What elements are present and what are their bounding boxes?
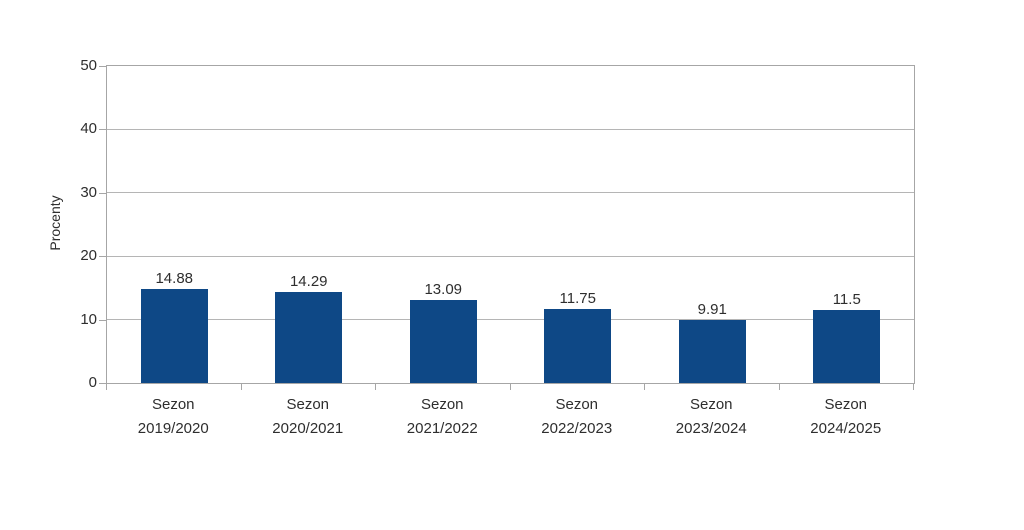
y-axis-title: Procenty bbox=[47, 195, 63, 251]
x-tick-mark bbox=[241, 384, 242, 390]
x-tick-mark bbox=[510, 384, 511, 390]
gridline bbox=[107, 319, 914, 321]
bar bbox=[140, 288, 208, 383]
category-label-line: 2021/2022 bbox=[406, 420, 478, 437]
category-label-line: 2022/2023 bbox=[541, 420, 613, 437]
x-tick-mark bbox=[106, 384, 107, 390]
bar bbox=[813, 310, 881, 383]
x-tick-mark bbox=[913, 384, 914, 390]
category-label-line: 2020/2021 bbox=[272, 420, 344, 437]
bar bbox=[544, 308, 612, 383]
category-label-line: Sezon bbox=[824, 396, 868, 413]
bar-value-label: 14.88 bbox=[155, 269, 194, 287]
x-tick-mark bbox=[644, 384, 645, 390]
bar-value-label: 11.5 bbox=[832, 291, 861, 309]
category-label: Sezon 2024/2025 bbox=[779, 393, 914, 441]
category-label-line: 2023/2024 bbox=[675, 420, 747, 437]
bar-value-label: 9.91 bbox=[697, 301, 727, 319]
gridline bbox=[107, 255, 914, 257]
x-tick-mark bbox=[375, 384, 376, 390]
category-label-line: Sezon bbox=[689, 396, 733, 413]
y-tick-label: 50 bbox=[80, 57, 97, 74]
category-label-line: Sezon bbox=[420, 396, 464, 413]
y-tick-label: 40 bbox=[80, 120, 97, 138]
bar bbox=[678, 320, 746, 383]
category-label: Sezon 2023/2024 bbox=[644, 393, 779, 441]
bar-value-label: 13.09 bbox=[424, 281, 463, 299]
y-tick-label: 10 bbox=[80, 310, 97, 328]
y-tick-mark bbox=[99, 383, 106, 384]
y-tick-label: 0 bbox=[88, 374, 97, 391]
y-tick-mark bbox=[99, 256, 106, 258]
bar bbox=[275, 292, 343, 383]
category-label: Sezon 2021/2022 bbox=[375, 393, 510, 441]
category-label-line: 2024/2025 bbox=[810, 420, 882, 437]
category-label-line: Sezon bbox=[555, 396, 599, 413]
category-label-line: Sezon bbox=[151, 396, 195, 413]
gridline bbox=[107, 128, 914, 130]
bar-value-label: 11.75 bbox=[559, 289, 596, 307]
y-tick-label: 20 bbox=[80, 247, 97, 265]
y-tick-mark bbox=[99, 319, 106, 321]
bar-value-label: 14.29 bbox=[289, 273, 328, 291]
category-label-line: 2019/2020 bbox=[137, 420, 209, 437]
y-tick-mark bbox=[99, 66, 106, 67]
y-tick-label: 30 bbox=[80, 183, 97, 201]
category-label-line: Sezon bbox=[286, 396, 330, 413]
category-label: Sezon 2020/2021 bbox=[241, 393, 376, 441]
plot-area: 14.88 14.29 13.09 11.75 9.91 11.5 bbox=[106, 65, 915, 384]
category-label: Sezon 2019/2020 bbox=[106, 393, 241, 441]
y-tick-mark bbox=[99, 129, 106, 131]
category-label: Sezon 2022/2023 bbox=[510, 393, 645, 441]
y-tick-mark bbox=[99, 192, 106, 194]
x-tick-mark bbox=[779, 384, 780, 390]
bar bbox=[409, 300, 477, 383]
gridline bbox=[107, 192, 914, 194]
